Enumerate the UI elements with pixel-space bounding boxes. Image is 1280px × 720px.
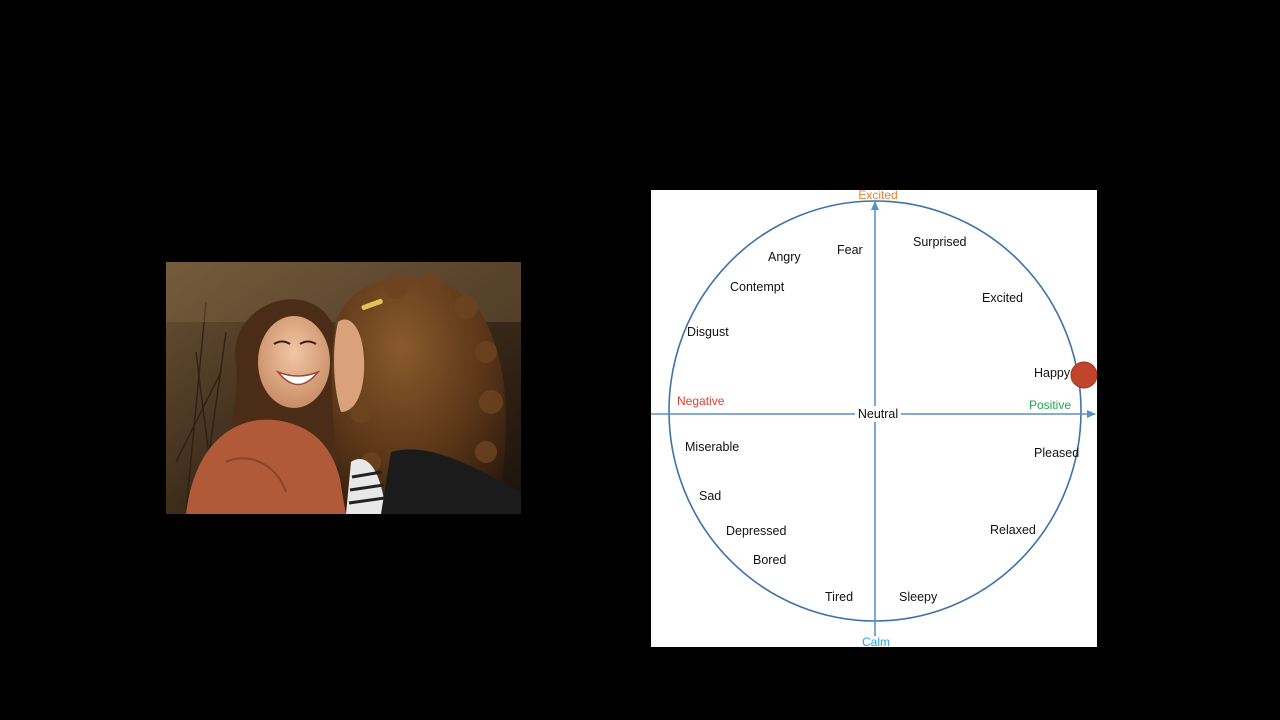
emotion-bored: Bored [753, 553, 786, 567]
emotion-circumplex-diagram: Excited Calm Negative Positive Neutral F… [651, 188, 1098, 649]
current-emotion-marker [1070, 361, 1098, 389]
emotion-happy: Happy [1034, 366, 1071, 380]
emotion-depressed: Depressed [726, 524, 786, 538]
axis-label-right: Positive [1029, 398, 1071, 412]
laughing-women-photo [166, 262, 521, 514]
emotion-surprised: Surprised [913, 235, 967, 249]
axis-label-bottom: Calm [862, 635, 890, 649]
emotion-excited: Excited [982, 291, 1023, 305]
emotion-pleased: Pleased [1034, 446, 1079, 460]
emotion-miserable: Miserable [685, 440, 739, 454]
emotion-angry: Angry [768, 250, 801, 264]
axis-label-top: Excited [858, 188, 897, 202]
emotion-tired: Tired [825, 590, 853, 604]
emotion-disgust: Disgust [687, 325, 729, 339]
axis-label-left: Negative [677, 394, 725, 408]
emotion-sleepy: Sleepy [899, 590, 938, 604]
emotion-contempt: Contempt [730, 280, 785, 294]
center-label-neutral: Neutral [858, 407, 898, 421]
emotion-relaxed: Relaxed [990, 523, 1036, 537]
emotion-fear: Fear [837, 243, 863, 257]
emotion-sad: Sad [699, 489, 721, 503]
